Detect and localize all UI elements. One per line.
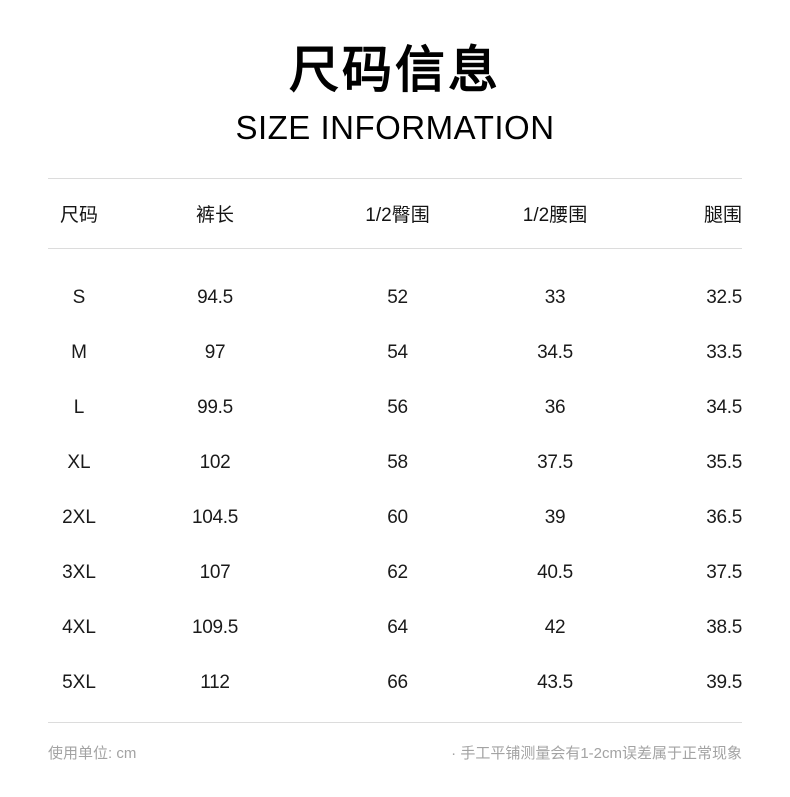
half-hip-cell: 64 — [387, 616, 408, 638]
table-row: 2XL 104.5 60 39 36.5 — [48, 490, 742, 545]
table-body: S 94.5 52 33 32.5 M 97 54 34.5 33.5 L 99… — [48, 249, 742, 722]
half-waist-cell: 36 — [544, 396, 566, 418]
table-top-divider — [48, 178, 742, 179]
half-waist-cell: 33 — [544, 286, 566, 308]
thigh-cell: 32.5 — [706, 286, 742, 308]
table-row: 3XL 107 62 40.5 37.5 — [48, 545, 742, 600]
table-row: L 99.5 56 36 34.5 — [48, 380, 743, 435]
half-waist-cell: 39 — [544, 506, 566, 528]
header-half-hip: 1/2臀围 — [365, 205, 430, 226]
half-hip-cell: 60 — [387, 506, 408, 528]
pants-length-cell: 99.5 — [197, 396, 233, 418]
header-thigh: 腿围 — [703, 205, 742, 226]
table-row: 4XL 109.5 64 42 38.5 — [48, 600, 742, 655]
pants-length-cell: 109.5 — [191, 616, 239, 638]
half-hip-cell: 52 — [387, 286, 408, 308]
half-waist-cell: 40.5 — [537, 561, 573, 583]
header-bottom-divider — [48, 248, 742, 249]
size-cell: 2XL — [62, 506, 96, 528]
title-block: 尺码信息 SIZE INFORMATION — [0, 0, 790, 148]
pants-length-cell: 107 — [199, 561, 231, 583]
thigh-cell: 35.5 — [706, 451, 742, 473]
size-cell: M — [71, 341, 87, 363]
half-waist-cell: 43.5 — [537, 671, 573, 693]
half-hip-cell: 56 — [387, 396, 408, 418]
half-hip-cell: 66 — [387, 671, 408, 693]
pants-length-cell: 112 — [200, 671, 230, 693]
table-row: XL 102 58 37.5 35.5 — [48, 435, 742, 490]
thigh-cell: 37.5 — [706, 561, 742, 583]
size-cell: L — [73, 396, 85, 418]
table-row: M 97 54 34.5 33.5 — [48, 325, 742, 380]
half-hip-cell: 62 — [387, 561, 408, 583]
half-hip-cell: 54 — [387, 341, 408, 363]
size-cell: 5XL — [62, 671, 96, 693]
size-cell: 4XL — [62, 616, 96, 638]
table-row: S 94.5 52 33 32.5 — [48, 270, 743, 325]
header-size: 尺码 — [59, 205, 98, 226]
pants-length-cell: 102 — [199, 451, 231, 473]
table-bottom-divider — [48, 722, 742, 723]
measurement-tolerance-note: · 手工平铺测量会有1-2cm误差属于正常现象 — [451, 745, 742, 762]
half-hip-cell: 58 — [387, 451, 408, 473]
footer-notes: 使用单位: cm · 手工平铺测量会有1-2cm误差属于正常现象 — [48, 742, 742, 763]
half-waist-cell: 37.5 — [537, 451, 573, 473]
thigh-cell: 36.5 — [706, 506, 742, 528]
header-half-waist: 1/2腰围 — [522, 205, 588, 226]
thigh-cell: 33.5 — [706, 341, 742, 363]
size-cell: S — [72, 286, 86, 308]
half-waist-cell: 34.5 — [537, 341, 573, 363]
table-header-row: 尺码 裤长 1/2臀围 1/2腰围 腿围 — [48, 179, 742, 248]
thigh-cell: 39.5 — [706, 671, 742, 693]
pants-length-cell: 104.5 — [191, 506, 239, 528]
half-waist-cell: 42 — [544, 616, 566, 638]
thigh-cell: 38.5 — [706, 616, 742, 638]
header-pants-length: 裤长 — [195, 205, 234, 226]
table-row: 5XL 112 66 43.5 39.5 — [48, 655, 742, 710]
pants-length-cell: 97 — [204, 341, 226, 363]
pants-length-cell: 94.5 — [197, 286, 233, 308]
thigh-cell: 34.5 — [706, 396, 742, 418]
size-cell: 3XL — [62, 561, 96, 583]
page-title-chinese: 尺码信息 — [289, 42, 501, 98]
size-table: 尺码 裤长 1/2臀围 1/2腰围 腿围 S 94.5 52 33 32.5 M… — [48, 178, 742, 723]
unit-note: 使用单位: cm — [48, 745, 137, 762]
size-cell: XL — [67, 451, 91, 473]
page-title-english: SIZE INFORMATION — [235, 109, 555, 146]
